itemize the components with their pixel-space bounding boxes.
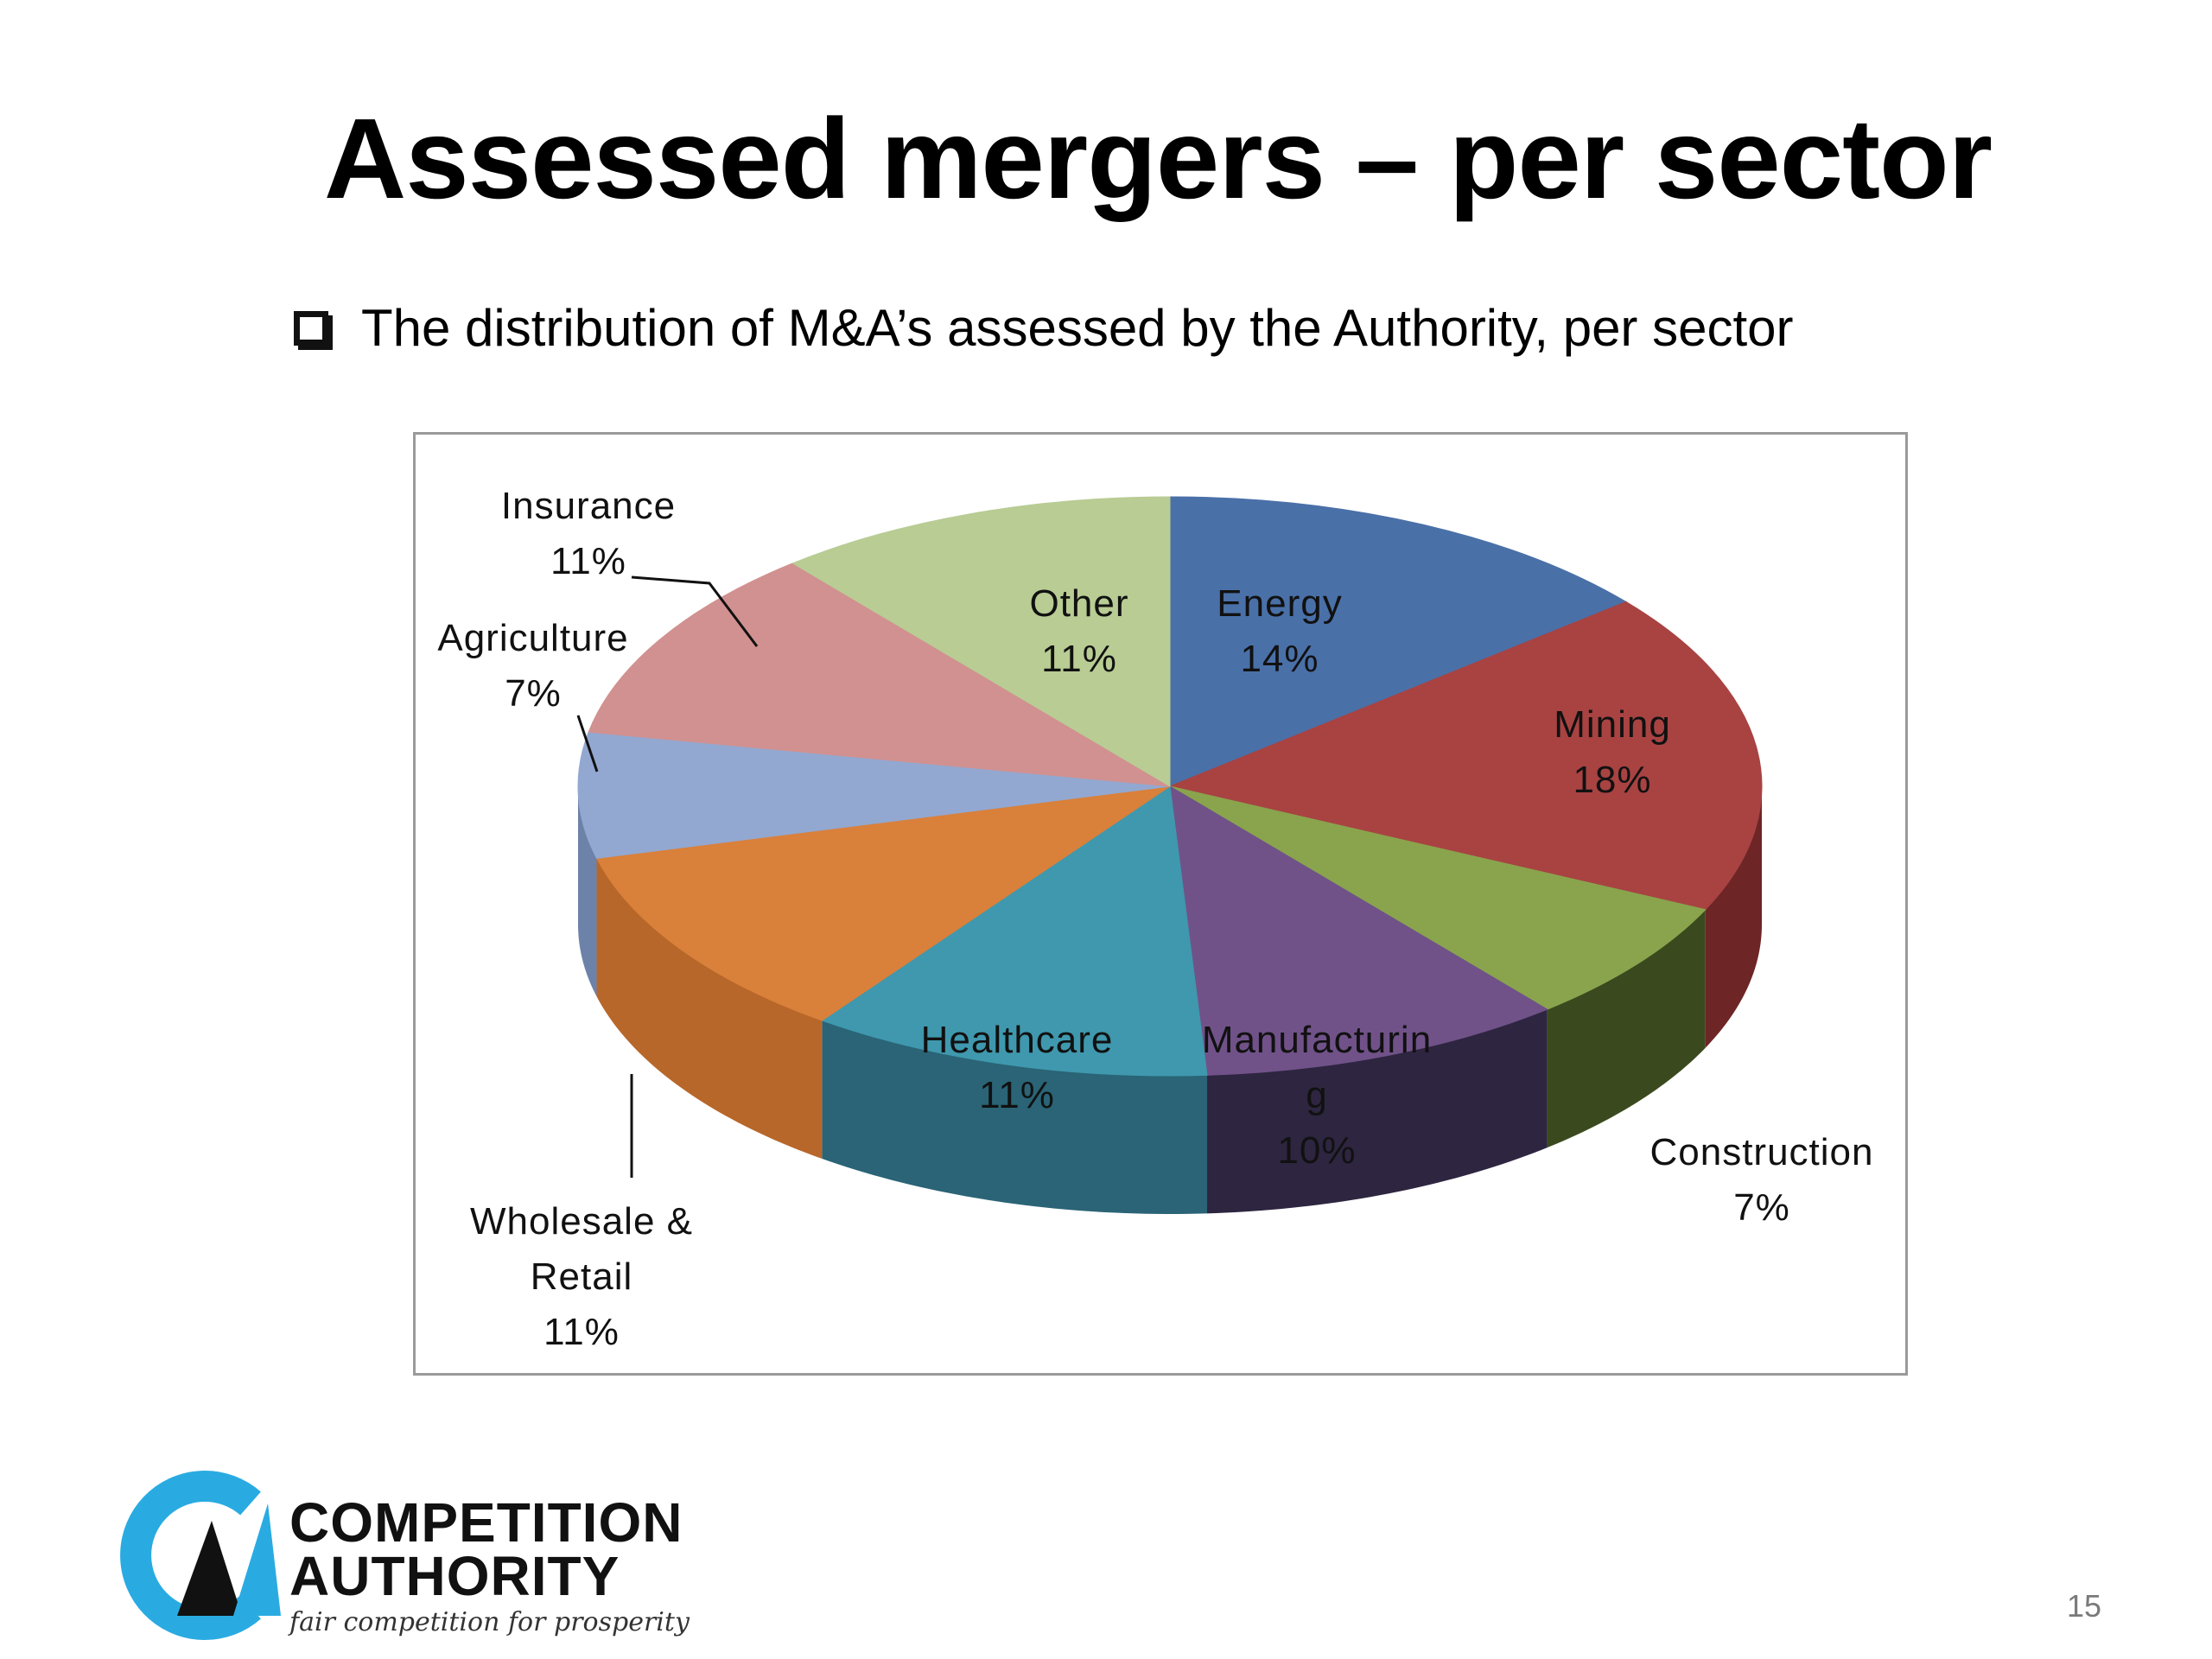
pie-slice-mining xyxy=(1168,601,1763,911)
pie-sides xyxy=(578,786,1762,1214)
leader-line-6 xyxy=(576,715,599,772)
page-number: 15 xyxy=(2066,1588,2101,1624)
slice-label-4: Healthcare 11% xyxy=(921,1019,1114,1116)
pie-slice-healthcare xyxy=(821,785,1208,1077)
slice-label-1: Mining 18% xyxy=(1554,703,1671,801)
pie-chart-frame: Energy 14% Mining 18% Construction 7% Manufact… xyxy=(413,432,1908,1376)
pie-side-5 xyxy=(596,858,823,1160)
pie-labels: Energy 14% Mining 18% Construction 7% Manufact… xyxy=(437,485,1873,1353)
pie-slice-insurance xyxy=(588,563,1171,787)
slice-label-5: Wholesale & Retail 11% xyxy=(470,1200,693,1353)
pie-slice-wholesale-retail xyxy=(595,785,1171,1021)
pie-side-4 xyxy=(822,1020,1208,1214)
bullet-text: The distribution of M&A’s assessed by th… xyxy=(361,299,1794,357)
pie-side-2 xyxy=(1547,909,1706,1148)
slice-label-2: Construction 7% xyxy=(1649,1131,1873,1229)
pie-slice-construction xyxy=(1169,785,1707,1010)
pie-slice-energy xyxy=(1169,496,1627,787)
pie-side-3 xyxy=(1207,1009,1548,1214)
slice-label-0: Energy 14% xyxy=(1217,582,1342,680)
slide-title: Assessed mergers – per sector xyxy=(323,95,1993,222)
slice-label-6: Agriculture 7% xyxy=(437,617,628,715)
logo-tagline: fair competition for prosperity xyxy=(289,1607,690,1637)
pie-slice-other xyxy=(791,496,1171,787)
logo-text-line2: AUTHORITY xyxy=(289,1545,620,1607)
slice-label-8: Other 11% xyxy=(1029,582,1128,680)
leader-line-7 xyxy=(631,575,759,647)
checkbox-bullet-icon xyxy=(294,311,328,346)
slice-label-3: Manufacturin g 10% xyxy=(1202,1019,1432,1172)
pie-slice-manufacturin-g xyxy=(1169,785,1548,1076)
pie-chart: Energy 14% Mining 18% Construction 7% Manufact… xyxy=(437,485,1873,1353)
bullet-point: The distribution of M&A’s assessed by th… xyxy=(294,294,1793,363)
competition-authority-logo: COMPETITION AUTHORITY fair competition f… xyxy=(104,1469,726,1642)
pie-tops xyxy=(577,496,1763,1077)
logo-mark-icon xyxy=(120,1471,281,1640)
logo-text-line1: COMPETITION xyxy=(289,1491,683,1554)
pie-side-6 xyxy=(578,786,597,997)
pie-side-1 xyxy=(1705,786,1762,1048)
slice-label-7: Insurance 11% xyxy=(501,485,676,582)
